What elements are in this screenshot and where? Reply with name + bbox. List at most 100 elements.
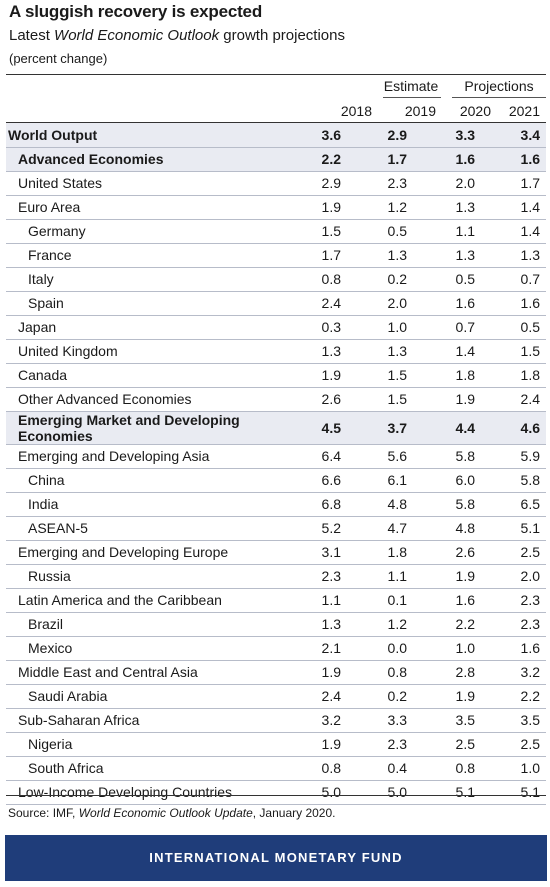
cell-value: 2.4 — [281, 291, 347, 316]
cell-value: 1.6 — [480, 147, 546, 172]
table-row: Middle East and Central Asia 1.9 0.8 2.8 3.2 — [6, 660, 546, 685]
table-row: Japan 0.3 1.0 0.7 0.5 — [6, 315, 546, 340]
row-label: United Kingdom — [6, 339, 281, 364]
page-title: A sluggish recovery is expected — [9, 2, 263, 21]
table-row: Spain 2.4 2.0 1.6 1.6 — [6, 291, 546, 316]
cell-value: 2.3 — [347, 171, 415, 196]
cell-value: 1.0 — [415, 636, 480, 661]
cell-value: 5.1 — [480, 780, 546, 805]
row-label: Canada — [6, 363, 281, 388]
cell-value: 0.8 — [415, 756, 480, 781]
cell-value: 5.2 — [281, 516, 347, 541]
table-row: Brazil 1.3 1.2 2.2 2.3 — [6, 612, 546, 637]
cell-value: 0.4 — [347, 756, 415, 781]
row-label: Advanced Economies — [6, 147, 281, 172]
row-label: Other Advanced Economies — [6, 387, 281, 412]
table-row: China 6.6 6.1 6.0 5.8 — [6, 468, 546, 493]
cell-value: 1.7 — [480, 171, 546, 196]
cell-value: 5.8 — [415, 492, 480, 517]
cell-value: 1.7 — [281, 243, 347, 268]
row-label: ASEAN-5 — [6, 516, 281, 541]
growth-projections-table: World Output 3.6 2.9 3.3 3.4 Advanced Economi… — [6, 123, 546, 805]
cell-value: 1.9 — [415, 684, 480, 709]
row-label: France — [6, 243, 281, 268]
table-bottom-rule — [6, 795, 546, 796]
cell-value: 6.1 — [347, 468, 415, 493]
table-row: Emerging and Developing Asia 6.4 5.6 5.8 5.9 — [6, 444, 546, 469]
cell-value: 3.3 — [415, 123, 480, 148]
column-header: 2021 — [508, 103, 540, 119]
row-label: China — [6, 468, 281, 493]
cell-value: 3.7 — [347, 411, 415, 445]
cell-value: 0.2 — [347, 684, 415, 709]
cell-value: 0.2 — [347, 267, 415, 292]
table-row: Advanced Economies 2.2 1.7 1.6 1.6 — [6, 147, 546, 172]
cell-value: 2.3 — [281, 564, 347, 589]
cell-value: 3.5 — [480, 708, 546, 733]
cell-value: 1.6 — [415, 147, 480, 172]
cell-value: 4.4 — [415, 411, 480, 445]
table-row: Emerging Market and Developing Economies… — [6, 411, 546, 445]
cell-value: 1.6 — [415, 291, 480, 316]
cell-value: 2.1 — [281, 636, 347, 661]
table-row: Canada 1.9 1.5 1.8 1.8 — [6, 363, 546, 388]
cell-value: 1.3 — [415, 243, 480, 268]
table-row: Sub-Saharan Africa 3.2 3.3 3.5 3.5 — [6, 708, 546, 733]
row-label: Euro Area — [6, 195, 281, 220]
subtitle-post: growth projections — [219, 27, 345, 44]
cell-value: 1.0 — [347, 315, 415, 340]
subtitle: Latest World Economic Outlook growth pro… — [9, 27, 345, 44]
row-label: Emerging Market and Developing Economies — [6, 411, 281, 445]
cell-value: 1.3 — [281, 612, 347, 637]
cell-value: 2.3 — [480, 588, 546, 613]
row-label: India — [6, 492, 281, 517]
cell-value: 5.1 — [480, 516, 546, 541]
cell-value: 1.1 — [347, 564, 415, 589]
table-row: Saudi Arabia 2.4 0.2 1.9 2.2 — [6, 684, 546, 709]
cell-value: 1.3 — [347, 243, 415, 268]
cell-value: 1.9 — [281, 363, 347, 388]
table-row: Mexico 2.1 0.0 1.0 1.6 — [6, 636, 546, 661]
cell-value: 1.1 — [415, 219, 480, 244]
cell-value: 0.1 — [347, 588, 415, 613]
table-row: Other Advanced Economies 2.6 1.5 1.9 2.4 — [6, 387, 546, 412]
cell-value: 1.6 — [480, 291, 546, 316]
cell-value: 2.0 — [480, 564, 546, 589]
cell-value: 4.8 — [415, 516, 480, 541]
cell-value: 1.6 — [480, 636, 546, 661]
header-bottom-rule — [6, 122, 546, 123]
cell-value: 0.5 — [347, 219, 415, 244]
cell-value: 1.2 — [347, 195, 415, 220]
source-note: Source: IMF, World Economic Outlook Upda… — [8, 806, 336, 820]
cell-value: 2.9 — [281, 171, 347, 196]
cell-value: 3.5 — [415, 708, 480, 733]
column-header: 2019 — [404, 103, 436, 119]
row-label: Mexico — [6, 636, 281, 661]
cell-value: 2.2 — [415, 612, 480, 637]
row-label: Middle East and Central Asia — [6, 660, 281, 685]
table-row: Russia 2.3 1.1 1.9 2.0 — [6, 564, 546, 589]
unit-label: (percent change) — [9, 51, 108, 66]
cell-value: 5.9 — [480, 444, 546, 469]
source-italic: World Economic Outlook Update — [78, 806, 253, 820]
subtitle-italic: World Economic Outlook — [54, 27, 220, 44]
cell-value: 2.5 — [480, 540, 546, 565]
cell-value: 6.8 — [281, 492, 347, 517]
row-label: Low-Income Developing Countries — [6, 780, 281, 805]
cell-value: 1.4 — [480, 195, 546, 220]
table-row: Latin America and the Caribbean 1.1 0.1 1.6… — [6, 588, 546, 613]
cell-value: 5.8 — [415, 444, 480, 469]
cell-value: 2.5 — [480, 732, 546, 757]
row-label: Germany — [6, 219, 281, 244]
cell-value: 0.5 — [415, 267, 480, 292]
cell-value: 6.4 — [281, 444, 347, 469]
table-row: World Output 3.6 2.9 3.3 3.4 — [6, 123, 546, 148]
cell-value: 1.3 — [281, 339, 347, 364]
cell-value: 1.8 — [347, 540, 415, 565]
cell-value: 3.1 — [281, 540, 347, 565]
cell-value: 1.9 — [415, 387, 480, 412]
row-label: Spain — [6, 291, 281, 316]
cell-value: 1.4 — [415, 339, 480, 364]
table-top-rule — [6, 74, 546, 75]
table-row: India 6.8 4.8 5.8 6.5 — [6, 492, 546, 517]
